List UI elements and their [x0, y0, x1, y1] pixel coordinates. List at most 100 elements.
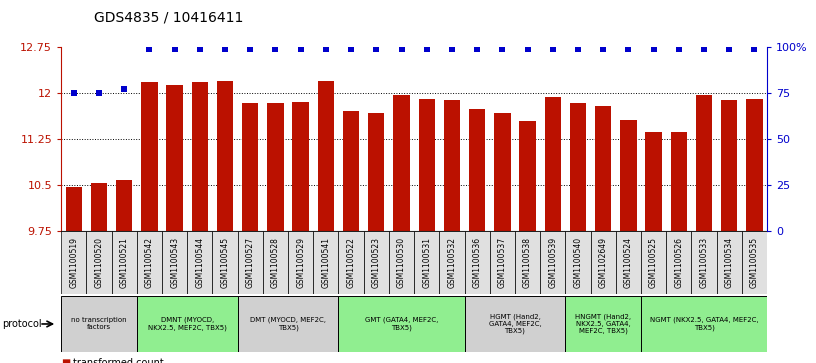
Text: GSM1100525: GSM1100525	[649, 237, 658, 288]
Text: GSM1100542: GSM1100542	[145, 237, 154, 288]
Text: protocol: protocol	[2, 319, 42, 329]
Bar	[217, 81, 233, 231]
Bar	[641, 231, 666, 294]
Bar	[696, 95, 712, 231]
Bar	[343, 111, 359, 231]
Bar	[490, 231, 515, 294]
Bar	[565, 231, 591, 294]
Bar	[313, 231, 339, 294]
Bar	[192, 82, 208, 231]
Bar	[645, 131, 662, 231]
Text: GSM1100523: GSM1100523	[372, 237, 381, 288]
Bar	[570, 103, 586, 231]
Text: NGMT (NKX2.5, GATA4, MEF2C,
TBX5): NGMT (NKX2.5, GATA4, MEF2C, TBX5)	[650, 317, 758, 331]
Text: GSM1100544: GSM1100544	[195, 237, 204, 288]
Text: GMT (GATA4, MEF2C,
TBX5): GMT (GATA4, MEF2C, TBX5)	[365, 317, 438, 331]
Text: GSM1100527: GSM1100527	[246, 237, 255, 288]
Bar	[565, 296, 641, 352]
Text: GSM1100534: GSM1100534	[725, 237, 734, 288]
Bar	[288, 231, 313, 294]
Bar	[137, 231, 162, 294]
Bar	[237, 231, 263, 294]
Text: GSM1100521: GSM1100521	[120, 237, 129, 288]
Bar	[112, 231, 137, 294]
Text: GSM1100529: GSM1100529	[296, 237, 305, 288]
Text: GSM1100524: GSM1100524	[624, 237, 633, 288]
Bar	[469, 109, 486, 231]
Text: GSM1100538: GSM1100538	[523, 237, 532, 288]
Bar	[641, 296, 767, 352]
Bar	[544, 97, 561, 231]
Bar	[716, 231, 742, 294]
Text: GSM1100540: GSM1100540	[574, 237, 583, 288]
Bar	[414, 231, 439, 294]
Bar	[464, 231, 490, 294]
Bar	[237, 296, 339, 352]
Text: GSM1100541: GSM1100541	[322, 237, 330, 288]
Text: ■: ■	[61, 358, 70, 363]
Text: GSM1100519: GSM1100519	[69, 237, 78, 288]
Text: GSM1100526: GSM1100526	[674, 237, 683, 288]
Bar	[616, 231, 641, 294]
Bar	[263, 231, 288, 294]
Bar	[389, 231, 414, 294]
Bar	[444, 100, 460, 231]
Bar	[212, 231, 237, 294]
Bar	[91, 183, 107, 231]
Bar	[368, 113, 384, 231]
Text: GSM1100520: GSM1100520	[95, 237, 104, 288]
Text: GSM1100530: GSM1100530	[397, 237, 406, 288]
Text: HNGMT (Hand2,
NKX2.5, GATA4,
MEF2C, TBX5): HNGMT (Hand2, NKX2.5, GATA4, MEF2C, TBX5…	[575, 314, 632, 334]
Text: HGMT (Hand2,
GATA4, MEF2C,
TBX5): HGMT (Hand2, GATA4, MEF2C, TBX5)	[489, 314, 541, 334]
Bar	[439, 231, 464, 294]
Bar	[620, 120, 636, 231]
Bar	[242, 103, 259, 231]
Text: GSM1100539: GSM1100539	[548, 237, 557, 288]
Text: no transcription
factors: no transcription factors	[71, 318, 126, 330]
Text: DMNT (MYOCD,
NKX2.5, MEF2C, TBX5): DMNT (MYOCD, NKX2.5, MEF2C, TBX5)	[148, 317, 227, 331]
Bar	[137, 296, 237, 352]
Bar	[419, 98, 435, 231]
Bar	[595, 106, 611, 231]
Text: GSM1100537: GSM1100537	[498, 237, 507, 288]
Bar	[666, 231, 691, 294]
Text: GSM1102649: GSM1102649	[599, 237, 608, 288]
Bar	[166, 85, 183, 231]
Text: GSM1100533: GSM1100533	[699, 237, 708, 288]
Bar	[747, 99, 763, 231]
Text: DMT (MYOCD, MEF2C,
TBX5): DMT (MYOCD, MEF2C, TBX5)	[250, 317, 326, 331]
Text: GSM1100545: GSM1100545	[220, 237, 229, 288]
Text: transformed count: transformed count	[73, 358, 164, 363]
Text: GSM1100522: GSM1100522	[347, 237, 356, 288]
Bar	[540, 231, 565, 294]
Bar	[519, 121, 536, 231]
Text: GSM1100532: GSM1100532	[447, 237, 456, 288]
Text: GSM1100528: GSM1100528	[271, 237, 280, 288]
Bar	[162, 231, 187, 294]
Text: GSM1100543: GSM1100543	[171, 237, 180, 288]
Bar	[671, 131, 687, 231]
Bar	[61, 296, 137, 352]
Bar	[317, 81, 334, 231]
Bar	[494, 113, 511, 231]
Bar	[268, 103, 284, 231]
Bar	[591, 231, 616, 294]
Bar	[339, 296, 464, 352]
Bar	[339, 231, 364, 294]
Bar	[292, 102, 309, 231]
Text: GDS4835 / 10416411: GDS4835 / 10416411	[94, 11, 243, 25]
Bar	[364, 231, 389, 294]
Bar	[691, 231, 716, 294]
Bar	[515, 231, 540, 294]
Bar	[65, 187, 82, 231]
Text: GSM1100531: GSM1100531	[422, 237, 431, 288]
Bar	[742, 231, 767, 294]
Bar	[141, 82, 157, 231]
Bar	[187, 231, 212, 294]
Text: GSM1100536: GSM1100536	[472, 237, 481, 288]
Text: GSM1100535: GSM1100535	[750, 237, 759, 288]
Bar	[464, 296, 565, 352]
Bar	[61, 231, 86, 294]
Bar	[721, 100, 738, 231]
Bar	[393, 95, 410, 231]
